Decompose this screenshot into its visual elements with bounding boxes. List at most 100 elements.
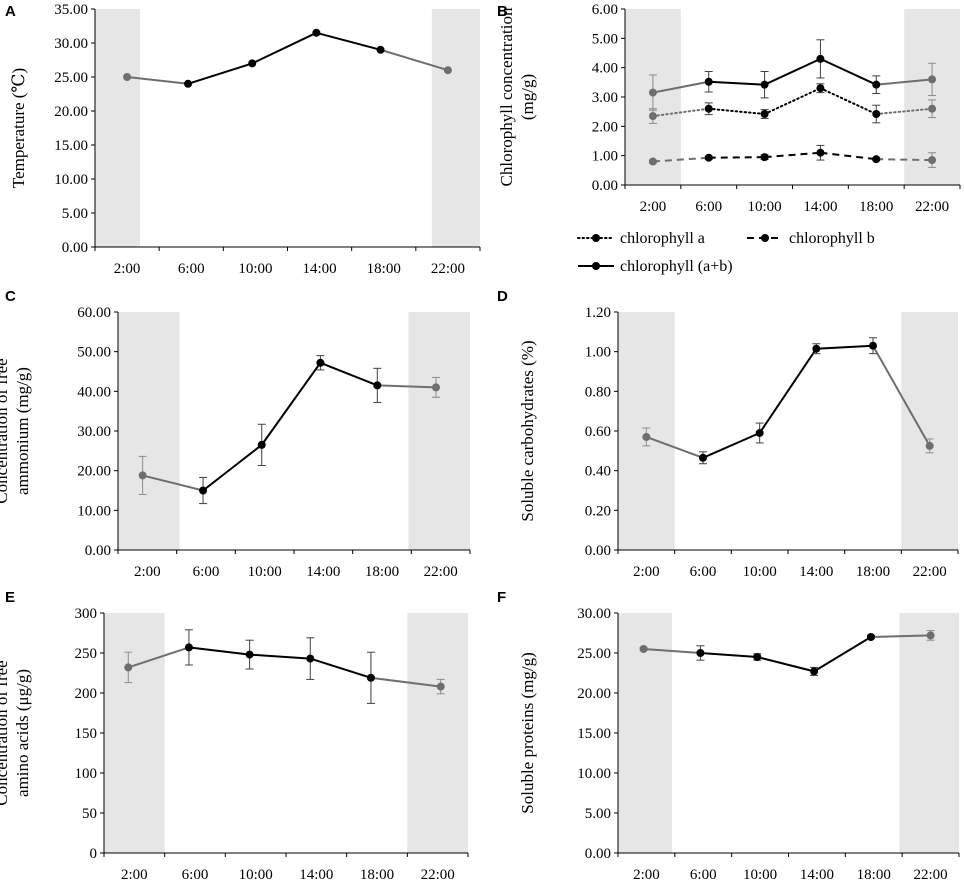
night-shade-region xyxy=(118,312,180,550)
data-point xyxy=(866,633,875,641)
data-point xyxy=(376,45,385,54)
data-point xyxy=(812,344,821,353)
y-axis-title: Temperature (℃) xyxy=(9,68,28,188)
x-tick-label: 18:00 xyxy=(859,199,893,215)
x-tick-label: 10:00 xyxy=(743,867,777,883)
series-free-amino-acids xyxy=(124,629,445,704)
chart-panel-c: C 0.00 10.00 20.00 30.00 40.00 50.00 60.00 2:00 6… xyxy=(0,288,471,580)
y-tick-label: 250 xyxy=(75,646,98,662)
series-line-segment xyxy=(187,62,253,85)
chart-panel-d: D 0.00 0.20 0.40 0.60 0.80 1.00 1.20 2:00 6:00 10:… xyxy=(497,288,959,580)
y-axis-title-line: Soluble carbohydrates (%) xyxy=(518,340,537,521)
x-tick-label: 10:00 xyxy=(747,199,781,215)
y-tick-label: 30.00 xyxy=(577,606,611,622)
legend-item: chlorophyll a xyxy=(577,230,705,247)
series-chlorophyll-a xyxy=(648,83,937,124)
x-tick-label: 2:00 xyxy=(633,564,660,580)
series-line-segment xyxy=(813,636,872,673)
data-point xyxy=(872,110,881,119)
legend: chlorophyll a chlorophyll b chlorophyll (a… xyxy=(577,230,875,275)
legend-label: chlorophyll a xyxy=(620,230,705,247)
series-line-segment xyxy=(708,80,765,86)
x-tick-label: 18:00 xyxy=(857,867,891,883)
data-point xyxy=(431,383,440,392)
series-line-segment xyxy=(876,78,933,86)
data-point xyxy=(312,28,321,37)
panel-letter: C xyxy=(5,288,16,305)
night-shade-region xyxy=(408,312,470,550)
series-soluble-carbohydrates xyxy=(642,337,934,465)
data-point xyxy=(704,153,713,162)
x-tick-label: 22:00 xyxy=(915,199,949,215)
y-axis-title-line: Soluble proteins (mg/g) xyxy=(518,652,537,813)
x-tick-label: 10:00 xyxy=(743,564,777,580)
series-line-segment xyxy=(260,362,322,446)
x-tick-label: 2:00 xyxy=(633,867,660,883)
data-point xyxy=(443,66,452,75)
series-line-segment xyxy=(707,107,766,116)
y-tick-label: 40.00 xyxy=(77,384,111,400)
data-point xyxy=(872,155,881,164)
y-tick-label: 15.00 xyxy=(577,726,611,742)
series-line-segment xyxy=(764,57,821,86)
night-shade-region xyxy=(899,613,959,853)
series-line-segment xyxy=(872,345,931,447)
y-tick-label: 25.00 xyxy=(54,70,88,86)
data-point xyxy=(639,645,648,653)
y-tick-label: 50.00 xyxy=(77,345,111,361)
y-tick-label: 20.00 xyxy=(77,464,111,480)
y-tick-label: 10.00 xyxy=(577,766,611,782)
series-line-segment xyxy=(188,646,250,656)
data-point xyxy=(642,432,651,441)
x-tick-label: 22:00 xyxy=(431,261,465,277)
data-point xyxy=(316,358,325,367)
legend-label: chlorophyll (a+b) xyxy=(620,258,733,275)
series-line-segment xyxy=(652,156,709,163)
x-tick-label: 22:00 xyxy=(913,564,947,580)
x-tick-label: 18:00 xyxy=(360,867,394,883)
series-line-segment xyxy=(764,151,821,159)
y-tick-label: 30.00 xyxy=(54,36,88,52)
y-tick-label: 0.40 xyxy=(585,464,611,480)
night-shade-region xyxy=(431,9,480,247)
x-tick-label: 6:00 xyxy=(690,867,717,883)
data-point xyxy=(810,667,819,676)
chart-panel-b: B 0.00 1.00 2.00 3.00 4.00 5.00 6.00 2:00 6:00 10:… xyxy=(497,2,961,275)
data-point xyxy=(123,73,132,81)
data-point xyxy=(648,112,657,121)
legend-item: chlorophyll (a+b) xyxy=(578,258,733,275)
y-axis-title-line: Chlorophyll concentration xyxy=(497,7,516,186)
data-point xyxy=(696,649,705,657)
y-tick-label: 0.60 xyxy=(585,424,611,440)
y-tick-label: 2.00 xyxy=(592,119,618,135)
y-tick-label: 15.00 xyxy=(54,138,88,154)
series-line-segment xyxy=(876,158,933,162)
y-axis-title: Soluble carbohydrates (%) xyxy=(518,340,537,521)
x-tick-label: 2:00 xyxy=(134,564,161,580)
data-point xyxy=(648,157,657,166)
night-shade-region xyxy=(618,613,672,853)
y-tick-label: 10.00 xyxy=(54,172,88,188)
series-line-segment xyxy=(377,384,437,389)
y-axis-title: Concentration of free ammonium (mg/g) xyxy=(0,358,32,503)
x-tick-label: 14:00 xyxy=(800,867,834,883)
series-line-segment xyxy=(643,648,701,654)
x-tick-label: 14:00 xyxy=(306,564,340,580)
data-point xyxy=(366,673,375,682)
data-point xyxy=(648,88,657,97)
series-line-segment xyxy=(756,656,815,673)
panel-letter: E xyxy=(5,589,15,606)
y-tick-label: 1.20 xyxy=(585,305,611,321)
series-line-segment xyxy=(763,87,822,116)
x-tick-label: 6:00 xyxy=(193,564,220,580)
series-chlorophyll-b xyxy=(648,144,937,168)
legend-swatch-marker xyxy=(592,234,600,242)
data-point xyxy=(248,59,257,68)
data-point xyxy=(124,663,133,672)
series-line-segment xyxy=(870,634,931,638)
series-line-segment xyxy=(249,653,311,660)
y-tick-label: 0.00 xyxy=(585,543,611,559)
legend-swatch-marker xyxy=(761,234,769,242)
legend-label: chlorophyll b xyxy=(789,230,875,247)
